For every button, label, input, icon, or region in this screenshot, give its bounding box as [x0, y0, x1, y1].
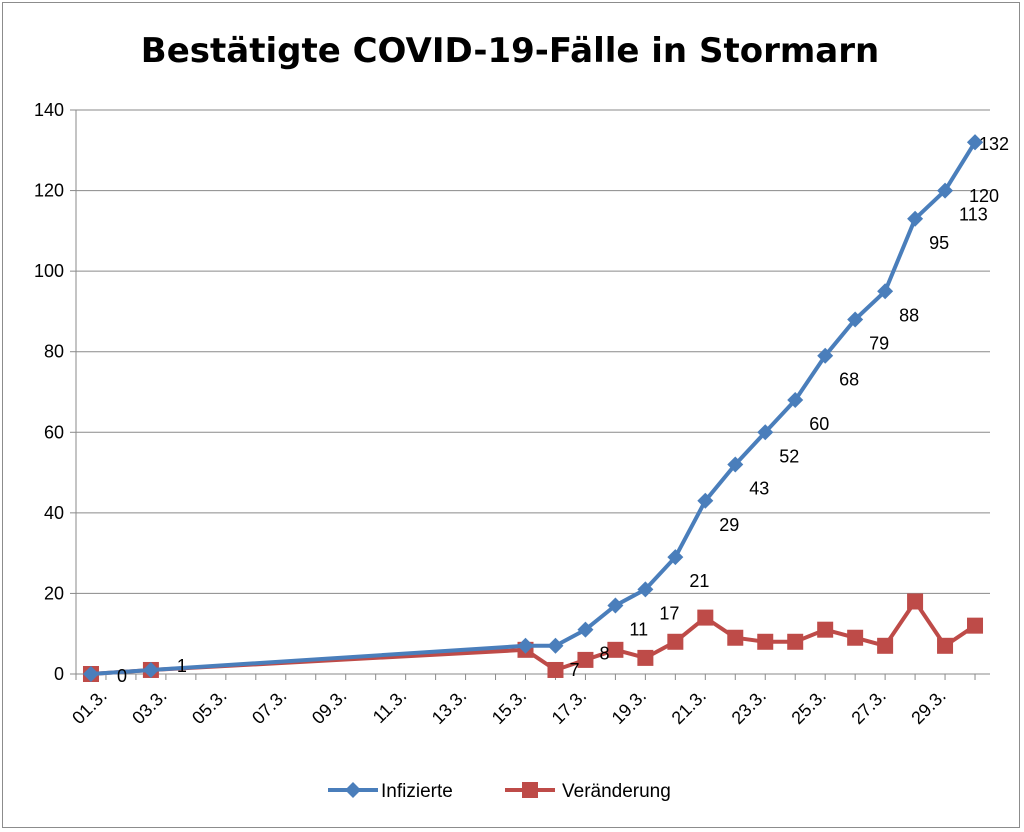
- data-label-infizierte: 52: [779, 446, 799, 466]
- data-point-infizierte: [607, 597, 624, 614]
- data-point-infizierte: [517, 637, 534, 654]
- data-point-veraenderung: [607, 641, 624, 658]
- data-label-infizierte: 8: [599, 644, 609, 664]
- data-point-infizierte: [907, 210, 924, 227]
- data-label-infizierte: 95: [929, 233, 949, 253]
- data-point-infizierte: [847, 311, 864, 328]
- data-point-veraenderung: [727, 629, 744, 646]
- data-label-infizierte: 1: [177, 656, 187, 676]
- x-tick-label: 21.3.: [668, 686, 710, 728]
- x-tick-label: 11.3.: [369, 686, 411, 728]
- x-tick-label: 29.3.: [907, 686, 949, 728]
- data-point-infizierte: [967, 134, 984, 151]
- y-tick-label: 60: [44, 422, 64, 442]
- x-tick-label: 15.3.: [488, 686, 530, 728]
- x-tick-label: 25.3.: [787, 686, 829, 728]
- data-label-infizierte: 132: [979, 134, 1009, 154]
- data-point-veraenderung: [667, 633, 684, 650]
- data-point-veraenderung: [907, 593, 924, 610]
- x-tick-label: 19.3.: [608, 686, 650, 728]
- gridlines: [76, 109, 990, 675]
- data-label-infizierte: 29: [719, 515, 739, 535]
- data-point-veraenderung: [817, 621, 834, 638]
- data-label-infizierte: 21: [689, 571, 709, 591]
- y-tick-label: 80: [44, 342, 64, 362]
- data-label-infizierte: 17: [659, 603, 679, 623]
- legend-label-infizierte: Infizierte: [381, 781, 453, 802]
- data-point-veraenderung: [697, 609, 714, 626]
- y-tick-label: 0: [54, 664, 64, 684]
- data-label-infizierte: 60: [809, 414, 829, 434]
- x-tick-label: 23.3.: [728, 686, 770, 728]
- data-point-veraenderung: [577, 651, 594, 668]
- x-tick-label: 07.3.: [248, 686, 290, 728]
- y-tick-label: 140: [34, 100, 64, 120]
- data-point-infizierte: [757, 424, 774, 441]
- x-tick-label: 05.3.: [188, 686, 230, 728]
- data-point-infizierte: [727, 456, 744, 473]
- data-point-infizierte: [877, 283, 894, 300]
- data-label-infizierte: 11: [629, 620, 648, 640]
- data-point-infizierte: [697, 492, 714, 509]
- legend-marker-veraenderung: [522, 782, 538, 798]
- legend: Infizierte Veränderung: [328, 781, 671, 802]
- x-tick-label: 01.3.: [68, 686, 110, 728]
- data-label-infizierte: 120: [969, 186, 999, 206]
- data-point-infizierte: [547, 637, 564, 654]
- y-tick-label: 100: [34, 261, 64, 281]
- x-tick-label: 13.3.: [428, 686, 470, 728]
- data-label-infizierte: 43: [749, 479, 769, 499]
- data-point-infizierte: [82, 666, 99, 682]
- y-tick-label: 120: [34, 181, 64, 201]
- x-tick-label: 09.3.: [308, 686, 350, 728]
- legend-label-veraenderung: Veränderung: [562, 781, 671, 802]
- chart-title: Bestätigte COVID-19-Fälle in Stormarn: [141, 31, 879, 71]
- data-label-infizierte: 7: [569, 660, 579, 680]
- data-label-infizierte: 113: [959, 205, 988, 225]
- x-tick-label: 27.3.: [847, 686, 889, 728]
- data-label-infizierte: 79: [869, 333, 889, 353]
- data-point-infizierte: [817, 347, 834, 364]
- data-point-infizierte: [637, 581, 654, 598]
- data-point-infizierte: [787, 392, 804, 409]
- data-point-veraenderung: [547, 661, 564, 678]
- data-point-veraenderung: [757, 633, 774, 650]
- data-point-infizierte: [937, 182, 954, 199]
- data-label-infizierte: 68: [839, 370, 859, 390]
- data-point-veraenderung: [937, 637, 954, 654]
- data-label-infizierte: 0: [117, 666, 127, 686]
- data-label-infizierte: 88: [899, 305, 919, 325]
- data-point-infizierte: [577, 621, 594, 638]
- data-point-infizierte: [142, 661, 159, 678]
- series-line-infizierte: [90, 141, 977, 676]
- data-point-veraenderung: [847, 629, 864, 646]
- y-tick-label: 20: [44, 583, 64, 603]
- x-tick-label: 03.3.: [128, 686, 170, 728]
- data-point-veraenderung: [637, 649, 654, 666]
- data-point-infizierte: [667, 549, 684, 566]
- series-line-veraenderung: [90, 599, 977, 676]
- data-point-veraenderung: [787, 633, 804, 650]
- data-point-veraenderung: [967, 617, 984, 634]
- legend-marker-infizierte: [345, 782, 361, 798]
- data-point-veraenderung: [877, 637, 894, 654]
- series-layer: [82, 134, 984, 682]
- y-tick-label: 40: [44, 503, 64, 523]
- x-tick-label: 17.3.: [548, 686, 590, 728]
